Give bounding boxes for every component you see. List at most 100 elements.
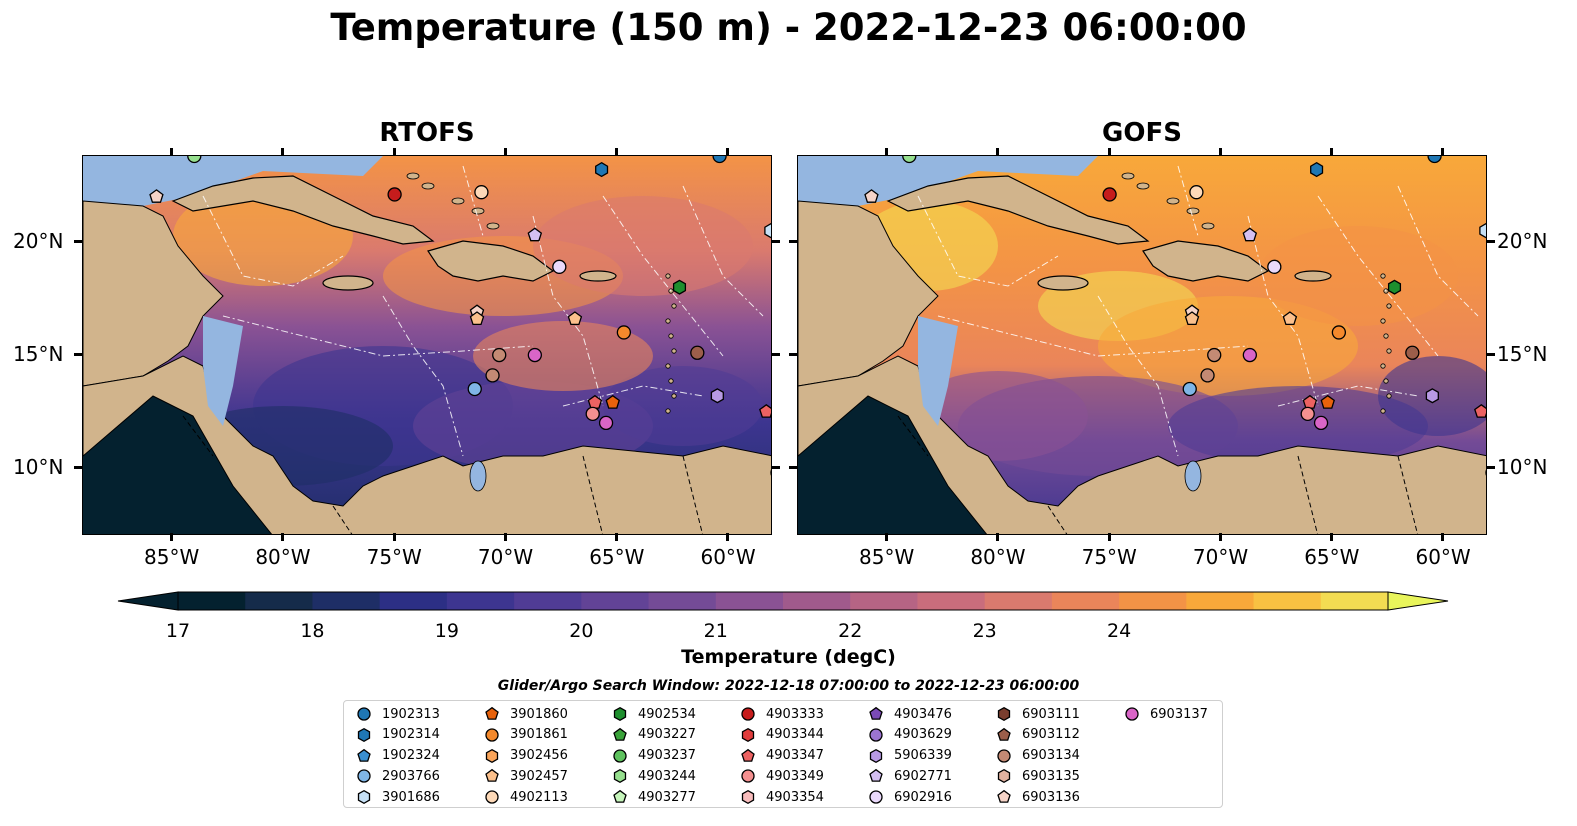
float-marker — [1189, 185, 1204, 200]
legend-item: 3902456 — [484, 746, 568, 766]
lon-tick — [170, 533, 174, 541]
legend-label: 4903333 — [766, 706, 824, 722]
lat-tick — [1487, 353, 1495, 357]
float-marker — [1184, 311, 1200, 326]
legend-label: 1902324 — [382, 748, 440, 764]
legend-label: 6903134 — [1022, 748, 1080, 764]
lon-tick-label: 60°W — [1415, 545, 1471, 569]
float-marker — [1207, 347, 1222, 363]
legend-marker — [741, 707, 755, 721]
float-marker — [149, 189, 164, 203]
pentagon-marker-icon — [485, 769, 499, 783]
gofs-map[interactable] — [797, 155, 1487, 535]
hispaniola-land — [1142, 240, 1270, 282]
legend-marker — [1125, 707, 1139, 721]
hispaniola-land — [427, 240, 555, 282]
legend-item: 2903766 — [356, 766, 440, 786]
legend-item: 4903629 — [868, 725, 952, 745]
legend-label: 3901686 — [382, 789, 440, 805]
pentagon-marker-icon — [997, 790, 1011, 803]
float-marker — [598, 415, 614, 431]
lon-tick-label: 70°W — [477, 545, 534, 569]
jamaica-land — [1037, 275, 1089, 291]
hexagon-marker-icon — [357, 727, 371, 742]
legend: 1902313 1902314 1902324 2903766 3901686 39018… — [343, 700, 1223, 808]
lon-tick-label: 85°W — [144, 545, 200, 569]
legend-label: 3902456 — [510, 748, 568, 764]
lat-tick — [789, 466, 797, 470]
lat-tick — [74, 466, 82, 470]
circle-marker-icon — [741, 769, 755, 784]
legend-label: 2903766 — [382, 768, 440, 784]
lat-tick-label: 15°N — [13, 342, 64, 367]
colorbar-segment — [850, 592, 918, 610]
legend-item: 6903136 — [996, 787, 1080, 807]
float-marker — [1479, 223, 1486, 239]
float-marker — [595, 161, 609, 178]
pentagon-marker-icon — [357, 748, 371, 762]
lon-tick — [392, 533, 396, 541]
float-marker — [1242, 347, 1257, 363]
legend-item: 4903344 — [740, 725, 824, 745]
legend-label: 4903354 — [766, 789, 824, 805]
hexagon-marker-icon — [485, 748, 499, 763]
colorbar — [117, 591, 1449, 611]
float-marker — [1331, 325, 1347, 340]
legend-marker — [613, 727, 627, 741]
float-marker — [552, 259, 567, 274]
lat-tick-label: 20°N — [1497, 228, 1548, 253]
lat-tick — [74, 353, 82, 357]
lon-tick-label: 65°W — [1304, 545, 1360, 569]
legend-marker — [741, 748, 755, 762]
lon-tick — [726, 148, 730, 156]
gofs-panel-title: GOFS — [1102, 118, 1182, 148]
lon-tick-label: 65°W — [589, 545, 645, 569]
legend-label: 6902916 — [894, 789, 952, 805]
lat-tick — [772, 239, 780, 243]
circle-marker-icon — [869, 790, 883, 804]
colorbar-tick-label: 17 — [165, 620, 191, 642]
colorbar-segment — [446, 592, 515, 610]
float-marker — [567, 311, 583, 326]
legend-marker — [485, 748, 499, 763]
colorbar-extend-high — [1387, 591, 1449, 611]
legend-item: 4903333 — [740, 704, 824, 724]
float-marker — [1310, 161, 1324, 178]
legend-label: 4903344 — [766, 727, 824, 743]
legend-label: 6903111 — [1022, 706, 1080, 722]
legend-marker — [869, 706, 883, 720]
legend-marker — [997, 790, 1011, 803]
float-marker — [1313, 415, 1329, 431]
lake-maracaibo — [1184, 460, 1202, 492]
lon-tick-label: 80°W — [970, 545, 1026, 569]
rtofs-panel-title: RTOFS — [379, 118, 475, 148]
float-marker — [1102, 187, 1117, 202]
legend-item: 6902916 — [868, 787, 952, 807]
map-canvas — [83, 156, 771, 534]
legend-item: 4903237 — [612, 746, 696, 766]
hexagon-marker-icon — [997, 706, 1011, 722]
legend-marker — [997, 748, 1011, 763]
hexagon-marker-icon — [613, 769, 627, 784]
hexagon-marker-icon — [741, 790, 755, 805]
colorbar-tick-label: 19 — [434, 620, 459, 642]
colorbar-segment — [379, 592, 448, 610]
float-marker — [759, 403, 771, 418]
float-marker — [902, 156, 917, 164]
legend-item: 6902771 — [868, 766, 952, 786]
colorbar-segment — [783, 592, 851, 610]
colorbar-segment — [1119, 592, 1187, 610]
float-marker — [585, 406, 600, 422]
legend-marker — [613, 748, 627, 763]
rtofs-map[interactable] — [82, 155, 772, 535]
jamaica-land — [322, 275, 374, 291]
float-marker — [864, 189, 879, 203]
colorbar-segment — [514, 592, 582, 610]
lat-tick-label: 10°N — [13, 455, 64, 480]
legend-marker — [485, 790, 499, 804]
pentagon-marker-icon — [485, 706, 499, 720]
legend-item: 3901861 — [484, 725, 568, 745]
colorbar-segment — [1320, 592, 1389, 610]
legend-marker — [741, 769, 755, 784]
legend-marker — [741, 727, 755, 742]
